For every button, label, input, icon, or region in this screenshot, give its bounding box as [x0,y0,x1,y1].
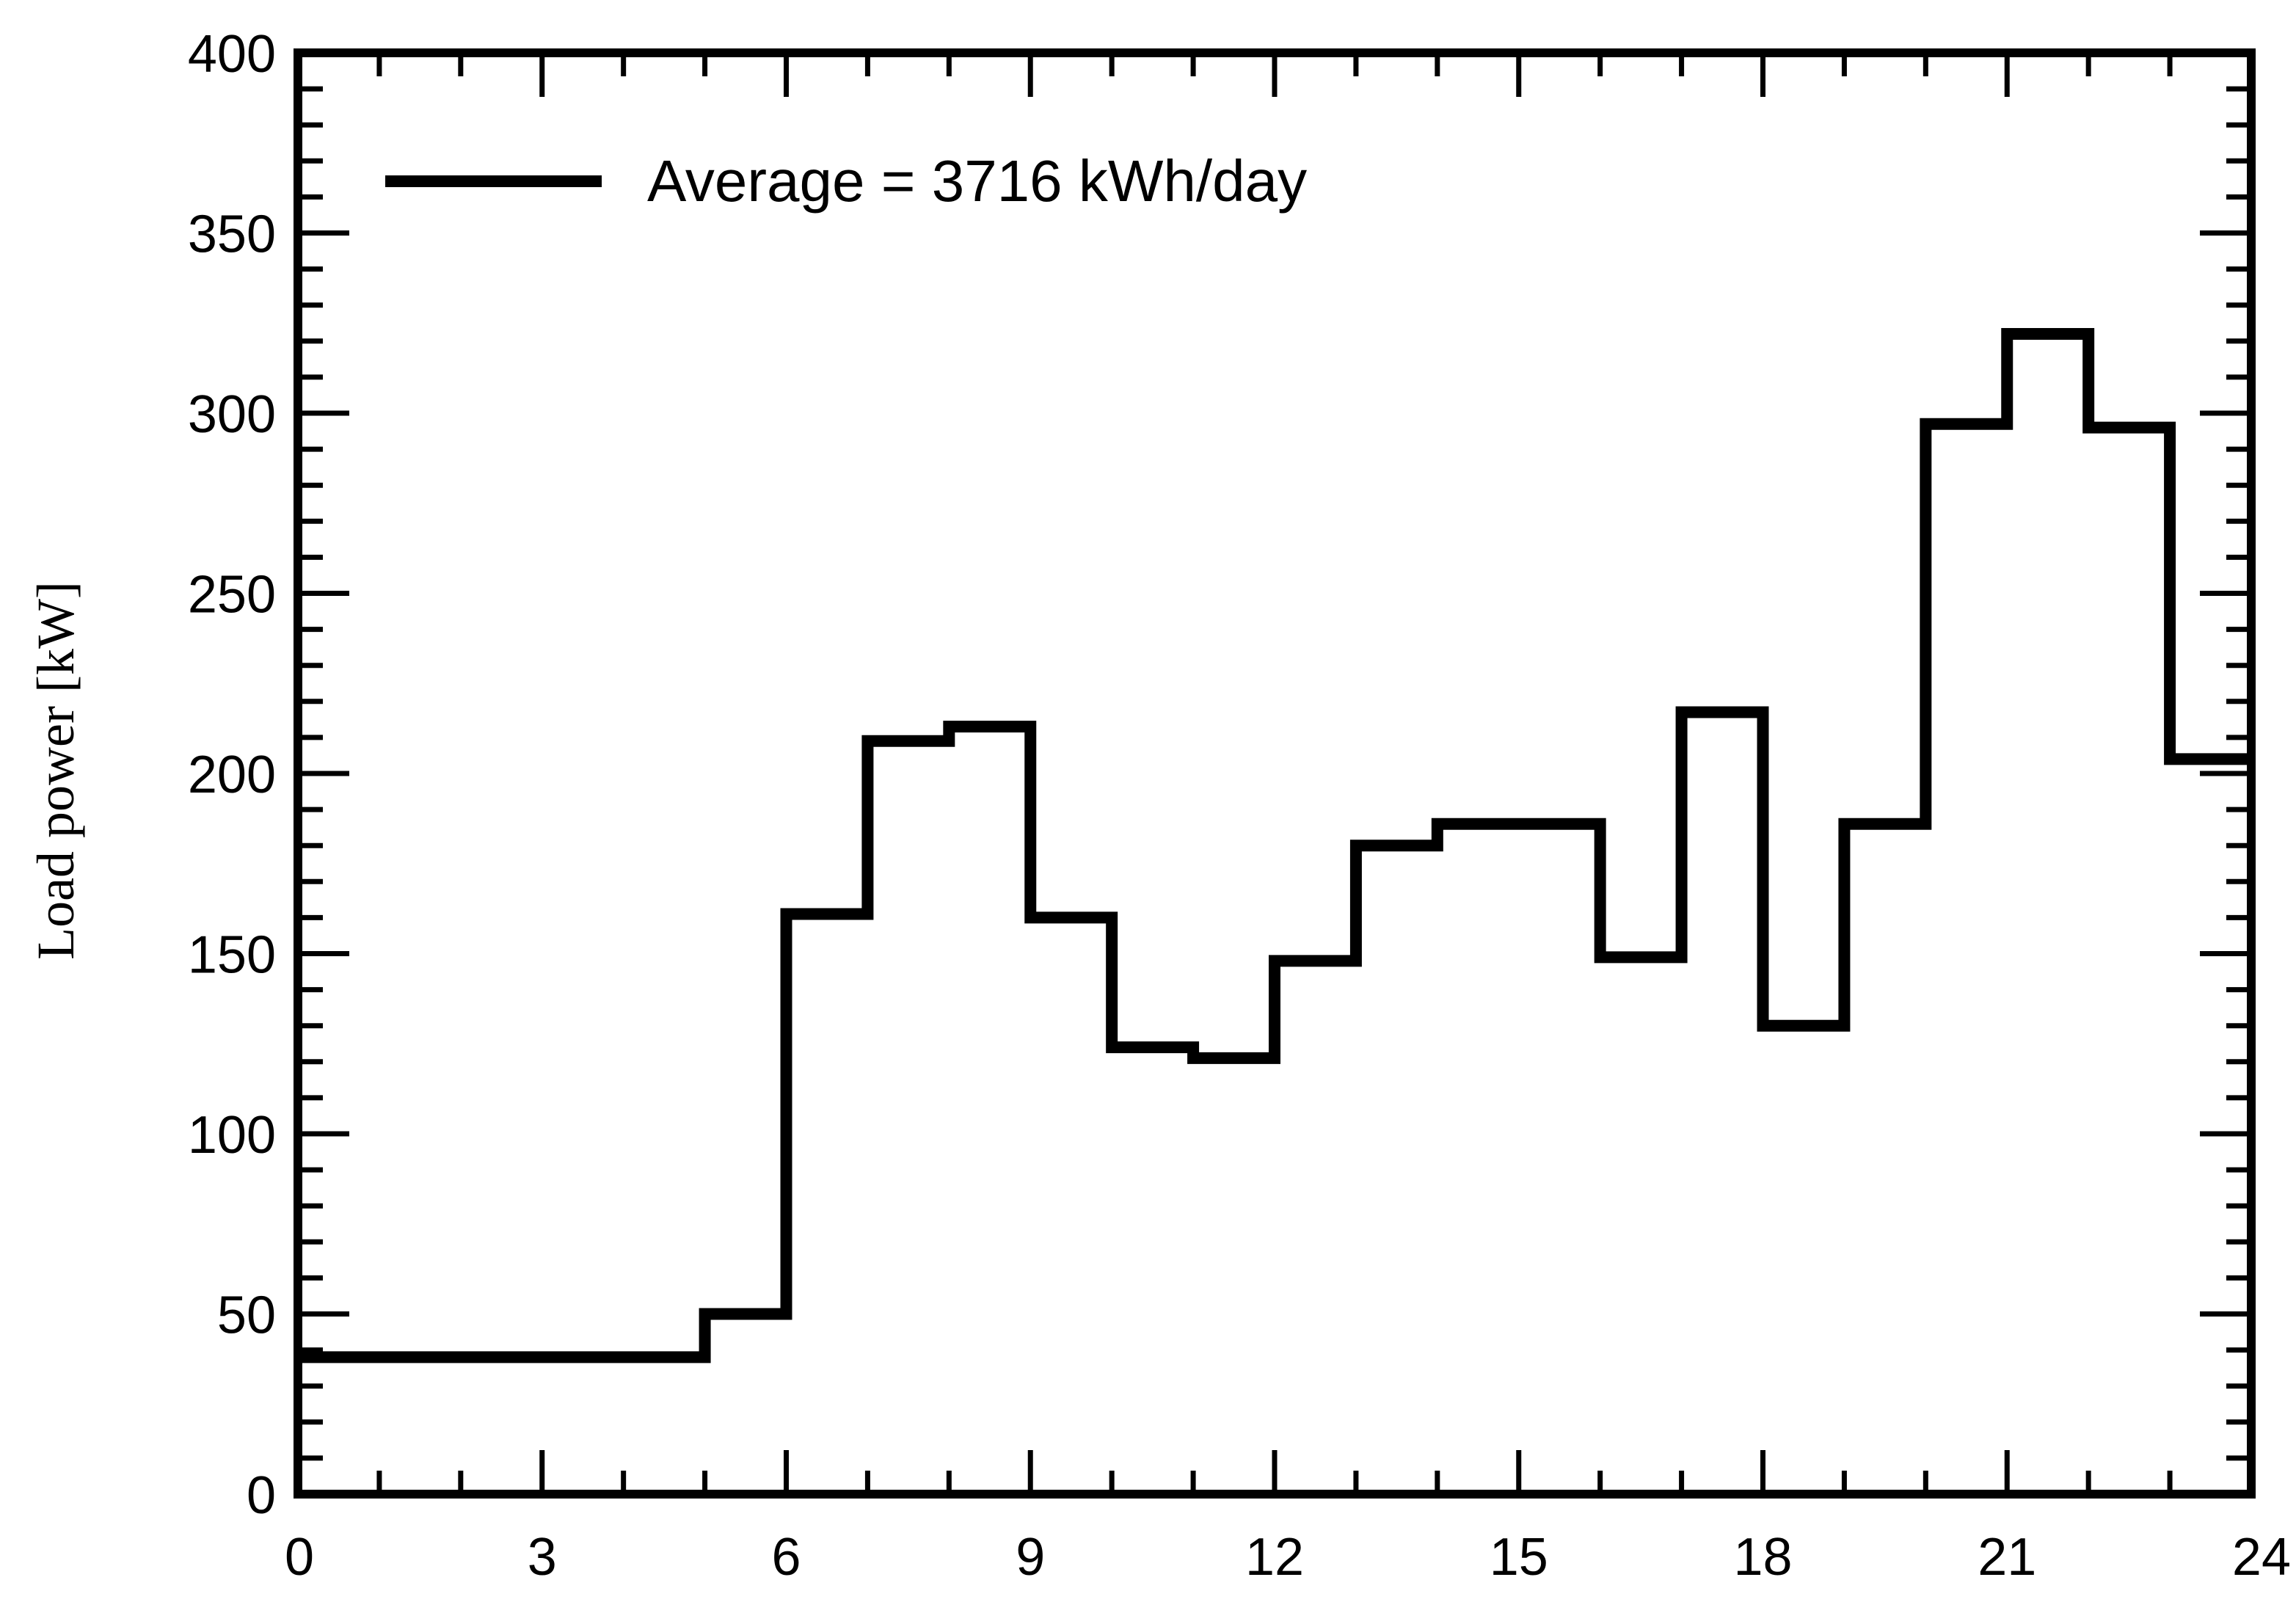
x-tick-label: 18 [1733,1528,1792,1587]
axis-ticks [295,50,2254,1497]
x-tick-label: 9 [1016,1528,1045,1587]
x-tick-label: 0 [285,1528,314,1587]
plot-frame [294,48,2256,1499]
y-tick-label: 0 [247,1466,276,1525]
series-line [298,327,2251,1363]
x-tick-label: 12 [1245,1528,1304,1587]
y-tick-label: 250 [188,566,276,625]
y-tick-label: 100 [188,1106,276,1165]
y-tick-label: 150 [188,926,276,985]
y-tick-label: 400 [188,25,276,84]
legend-entry: Average = 3716 kWh/day [647,148,1307,214]
y-tick-label: 50 [217,1286,276,1345]
x-tick-label: 15 [1490,1528,1548,1587]
y-tick-label: 300 [188,385,276,444]
x-tick-label: 24 [2232,1528,2291,1587]
legend: Average = 3716 kWh/day [385,148,1307,214]
y-axis-label: Load power [kW] [26,581,85,960]
x-tick-label: 21 [1978,1528,2036,1587]
tick-labels: 0 3 6 9 12 15 18 21 24 0 50 100 150 200 250 300 350 400 [188,25,2291,1587]
x-tick-label: 6 [771,1528,801,1587]
x-tick-label: 3 [528,1528,557,1587]
y-tick-label: 200 [188,746,276,804]
y-tick-label: 350 [188,205,276,264]
